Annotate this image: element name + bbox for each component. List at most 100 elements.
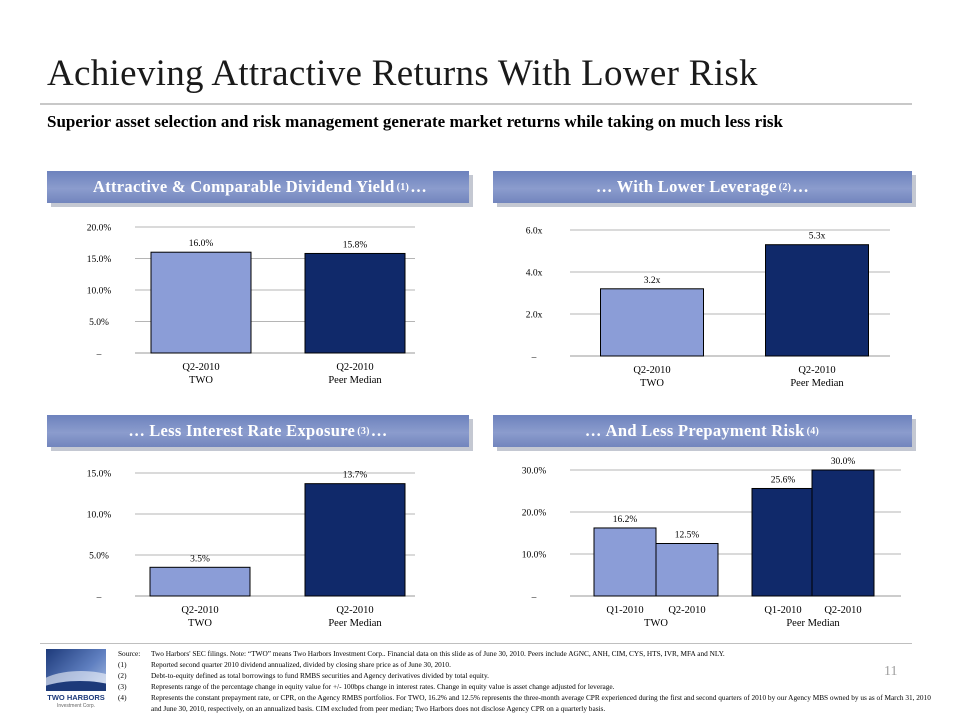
banner-suffix: …	[410, 177, 427, 196]
banner-prefix: …	[595, 177, 613, 196]
panel-banner-leverage: … With Lower Leverage (2) …	[493, 171, 912, 203]
bar	[149, 566, 251, 597]
banner-prefix: …	[128, 421, 146, 440]
banner-text: Less Interest Rate Exposure	[149, 421, 356, 440]
y-tick-label: 5.0%	[89, 552, 109, 562]
banner-prefix: …	[584, 421, 602, 440]
category-sublabel: TWO	[189, 375, 213, 386]
footnote-mark: (3)	[118, 682, 127, 692]
y-tick-label: –	[96, 593, 102, 603]
y-tick-label: –	[531, 353, 537, 363]
bar	[304, 252, 406, 354]
category-sublabel: Peer Median	[328, 618, 382, 629]
banner-text: With Lower Leverage	[616, 177, 777, 196]
banner-suffix: …	[370, 421, 388, 440]
y-tick-label: 15.0%	[87, 470, 112, 480]
y-tick-label: 15.0%	[87, 255, 112, 265]
data-label: 12.5%	[675, 531, 700, 541]
footnote-text: Reported second quarter 2010 dividend an…	[151, 660, 451, 670]
page-title: Achieving Attractive Returns With Lower …	[47, 53, 758, 94]
y-tick-label: 10.0%	[87, 287, 112, 297]
company-logo: TWO HARBORS Investment Corp.	[44, 647, 108, 711]
banner-footnote-ref: (4)	[806, 425, 820, 437]
interest-rate-exposure-chart: – 5.0% 10.0% 15.0% 3.5% 13.7% Q2-2010 TWO Q2-201…	[87, 470, 415, 629]
footnote-4: (4) Represents the constant prepayment r…	[118, 692, 938, 714]
footnote-mark: (4)	[118, 693, 127, 703]
group-label: Peer Median	[786, 618, 840, 629]
bar	[751, 487, 815, 597]
category-label: Q2-2010	[668, 605, 705, 616]
category-label: Q2-2010	[336, 605, 373, 616]
footer-divider	[40, 643, 912, 644]
footnote-source: Source: Two Harbors' SEC filings. Note: …	[118, 648, 938, 659]
y-tick-label: 10.0%	[87, 511, 112, 521]
bar	[811, 469, 875, 597]
data-label: 3.5%	[190, 554, 210, 564]
y-tick-label: 5.0%	[89, 318, 109, 328]
category-label: Q2-2010	[181, 605, 218, 616]
category-sublabel: TWO	[188, 618, 212, 629]
category-sublabel: Peer Median	[790, 378, 844, 389]
footnote-mark: Source:	[118, 649, 141, 658]
category-label: Q1-2010	[606, 605, 643, 616]
footnote-text: Debt-to-equity defined as total borrowin…	[151, 671, 489, 681]
data-label: 30.0%	[831, 457, 856, 467]
footnote-text: Two Harbors' SEC filings. Note: “TWO” me…	[151, 649, 725, 658]
category-sublabel: Peer Median	[328, 375, 382, 386]
y-tick-label: 2.0x	[526, 311, 543, 321]
bar	[600, 288, 704, 357]
footnote-3: (3) Represents range of the percentage c…	[118, 681, 938, 692]
category-label: Q2-2010	[336, 362, 373, 373]
logo-mark	[46, 649, 106, 691]
banner-text: And Less Prepayment Risk	[605, 421, 805, 440]
title-divider	[40, 103, 912, 105]
banner-text: Attractive & Comparable Dividend Yield	[92, 177, 395, 196]
panel-banner-prepayment: … And Less Prepayment Risk (4)	[493, 415, 912, 447]
footnote-2: (2) Debt-to-equity defined as total borr…	[118, 670, 938, 681]
bar	[655, 543, 719, 597]
data-label: 15.8%	[343, 240, 368, 250]
y-tick-label: 6.0x	[526, 227, 543, 237]
banner-footnote-ref: (3)	[357, 425, 370, 437]
panel-banner-dividend-yield: Attractive & Comparable Dividend Yield (…	[47, 171, 469, 203]
panel-banner-interest-rate: … Less Interest Rate Exposure (3) …	[47, 415, 469, 447]
bar	[593, 527, 657, 597]
y-tick-label: –	[531, 593, 537, 603]
data-label: 3.2x	[644, 276, 661, 286]
data-label: 16.2%	[613, 515, 638, 525]
bar	[150, 251, 252, 354]
data-label: 16.0%	[189, 239, 214, 249]
data-label: 13.7%	[343, 471, 368, 481]
bar	[304, 483, 406, 597]
footnote-mark: (1)	[118, 660, 127, 670]
banner-footnote-ref: (1)	[396, 181, 410, 193]
dividend-yield-chart: – 5.0% 10.0% 15.0% 20.0% 16.0% 15.8% Q2-2010 TWO…	[87, 224, 415, 386]
data-label: 5.3x	[809, 232, 826, 242]
logo-name: TWO HARBORS	[47, 693, 105, 702]
data-label: 25.6%	[771, 475, 796, 485]
category-label: Q2-2010	[824, 605, 861, 616]
bar	[765, 244, 869, 357]
leverage-chart: – 2.0x 4.0x 6.0x 3.2x 5.3x Q2-2010 TWO Q2-2010 Pe…	[526, 227, 890, 389]
category-sublabel: TWO	[640, 378, 664, 389]
footnote-mark: (2)	[118, 671, 127, 681]
footnote-1: (1) Reported second quarter 2010 dividen…	[118, 659, 938, 670]
y-tick-label: 10.0%	[522, 551, 547, 561]
y-tick-label: 30.0%	[522, 467, 547, 477]
footnotes: Source: Two Harbors' SEC filings. Note: …	[118, 648, 938, 715]
logo-subtitle: Investment Corp.	[56, 703, 96, 709]
page-number: 11	[884, 664, 898, 679]
page-subtitle: Superior asset selection and risk manage…	[47, 112, 784, 131]
y-tick-label: –	[96, 350, 102, 360]
banner-suffix: …	[792, 177, 810, 196]
footnote-text: Represents range of the percentage chang…	[151, 682, 615, 692]
group-label: TWO	[644, 618, 668, 629]
banner-footnote-ref: (2)	[778, 181, 792, 193]
y-tick-label: 20.0%	[522, 509, 547, 519]
prepayment-risk-chart: – 10.0% 20.0% 30.0% 16.2% 12.5% 25.6% 30.0% Q1-2…	[522, 457, 901, 629]
y-tick-label: 20.0%	[87, 224, 112, 234]
category-label: Q2-2010	[182, 362, 219, 373]
y-tick-label: 4.0x	[526, 269, 543, 279]
category-label: Q2-2010	[798, 365, 835, 376]
category-label: Q1-2010	[764, 605, 801, 616]
